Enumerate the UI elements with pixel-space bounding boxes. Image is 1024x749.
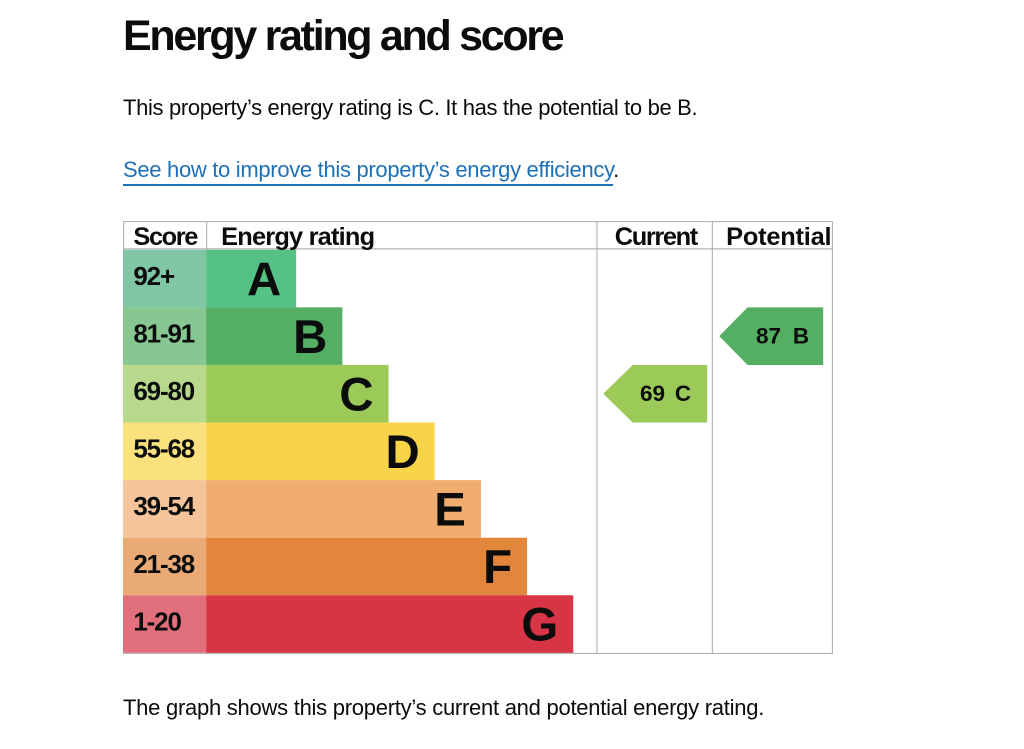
svg-text:C: C bbox=[339, 368, 373, 421]
svg-text:69: 69 bbox=[640, 381, 665, 406]
svg-text:Current: Current bbox=[615, 223, 699, 251]
svg-text:C: C bbox=[675, 381, 691, 406]
svg-text:1-20: 1-20 bbox=[133, 608, 181, 636]
svg-text:87: 87 bbox=[756, 324, 781, 349]
svg-text:39-54: 39-54 bbox=[133, 493, 195, 521]
svg-text:Energy rating: Energy rating bbox=[221, 223, 374, 251]
svg-text:21-38: 21-38 bbox=[133, 551, 194, 579]
svg-text:B: B bbox=[793, 324, 809, 349]
svg-text:81-91: 81-91 bbox=[133, 321, 194, 349]
svg-text:69-80: 69-80 bbox=[133, 378, 194, 406]
svg-text:55-68: 55-68 bbox=[133, 436, 194, 464]
svg-text:F: F bbox=[483, 541, 512, 594]
svg-text:D: D bbox=[386, 426, 420, 479]
svg-text:92+: 92+ bbox=[133, 263, 175, 291]
svg-text:G: G bbox=[521, 599, 558, 652]
svg-text:E: E bbox=[434, 484, 466, 537]
svg-text:B: B bbox=[293, 311, 327, 364]
svg-text:Score: Score bbox=[133, 223, 198, 251]
svg-text:A: A bbox=[247, 253, 281, 306]
svg-text:Potential: Potential bbox=[726, 223, 831, 251]
